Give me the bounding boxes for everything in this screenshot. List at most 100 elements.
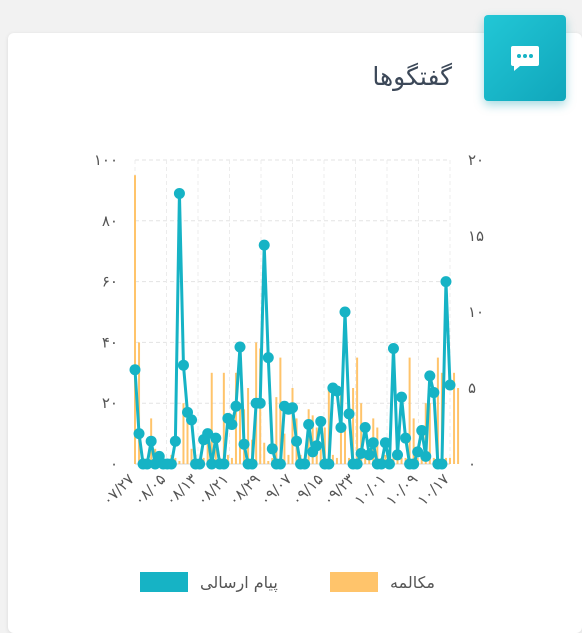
bar: [428, 403, 431, 464]
data-point: [339, 306, 351, 318]
legend-swatch-conversations: [330, 572, 378, 592]
x-axis-tick-label: ۰۸/۰۵: [130, 470, 169, 509]
bar: [186, 418, 189, 464]
legend-label-conversations: مکالمه: [390, 572, 435, 592]
data-point: [206, 458, 218, 470]
bar: [291, 388, 294, 464]
data-point: [226, 418, 238, 430]
data-point: [165, 458, 177, 470]
bar: [267, 460, 270, 464]
legend-item-conversations[interactable]: مکالمه: [330, 568, 435, 596]
data-point: [323, 458, 335, 470]
data-point: [186, 414, 198, 426]
card-title: گفتگوها: [372, 62, 452, 91]
data-point: [246, 458, 258, 470]
bar: [457, 388, 460, 464]
bar: [384, 454, 387, 464]
bar: [392, 454, 395, 464]
x-axis-ticks: ۰۷/۲۷۰۸/۰۵۰۸/۱۳۰۸/۲۱۰۸/۲۹۰۹/۰۷۰۹/۱۵۰۹/۲۳…: [99, 470, 453, 509]
bar: [352, 388, 355, 464]
data-point: [331, 385, 343, 397]
bar: [190, 448, 193, 464]
data-point: [367, 437, 379, 449]
bar: [206, 433, 209, 464]
right-axis-tick-label: ۲۰: [468, 151, 484, 169]
x-axis-tick-label: ۰۸/۲۹: [225, 470, 264, 509]
data-point: [351, 458, 363, 470]
data-point: [412, 446, 424, 458]
data-point: [408, 458, 420, 470]
right-axis-tick-label: ۰: [468, 455, 476, 473]
bar: [412, 418, 415, 464]
data-point: [218, 458, 230, 470]
bar: [311, 415, 314, 464]
x-axis-tick-label: ۰۸/۲۱: [193, 470, 232, 509]
bar: [234, 372, 237, 464]
conversations-card: [8, 33, 582, 633]
bar: [247, 388, 250, 464]
x-axis-tick-label: ۰۹/۰۷: [256, 470, 295, 509]
data-point: [258, 239, 270, 251]
data-point: [266, 443, 278, 455]
bar: [364, 457, 367, 464]
left-axis-tick-label: ۰: [110, 455, 118, 473]
bar: [331, 454, 334, 464]
right-axis-tick-label: ۵: [468, 379, 476, 397]
bar: [449, 457, 451, 464]
data-point: [392, 449, 403, 461]
data-point: [416, 425, 428, 437]
left-axis-tick-label: ۸۰: [102, 212, 118, 230]
data-point: [440, 276, 452, 288]
bar: [436, 357, 439, 464]
data-point: [400, 432, 412, 444]
bar: [283, 433, 286, 464]
bar: [356, 357, 359, 464]
x-axis-tick-label: ۰۸/۱۳: [162, 470, 201, 509]
bar: [287, 454, 290, 464]
bar: [360, 403, 363, 464]
chat-bubble-icon: [511, 46, 539, 71]
data-point: [311, 440, 323, 452]
data-point: [303, 418, 315, 430]
data-point: [343, 408, 355, 420]
data-point: [379, 437, 391, 449]
data-point: [444, 379, 456, 391]
x-axis-tick-label: ۱۰/۰۱: [351, 470, 390, 509]
x-axis-tick-label: ۰۹/۱۵: [288, 470, 327, 509]
bar: [239, 403, 241, 464]
data-point: [262, 352, 274, 364]
data-point: [424, 370, 436, 382]
bar: [400, 457, 403, 464]
legend-item-sent-messages[interactable]: پیام ارسالی: [140, 568, 278, 596]
bar: [134, 175, 136, 464]
bar: [453, 372, 456, 464]
x-axis-tick-label: ۱۰/۱۷: [414, 470, 453, 509]
bar: [138, 342, 141, 464]
left-axis-tick-label: ۱۰۰: [94, 151, 118, 169]
data-point: [363, 449, 375, 461]
bar: [344, 427, 346, 464]
data-point: [230, 400, 242, 412]
data-point: [238, 438, 250, 450]
bar: [214, 448, 217, 464]
data-point: [169, 435, 181, 447]
data-point: [315, 415, 327, 427]
data-point: [202, 428, 214, 440]
bar: [226, 454, 229, 464]
data-point: [299, 458, 311, 470]
legend-label-sent-messages: پیام ارسالی: [200, 572, 278, 592]
x-axis-tick-label: ۰۹/۲۳: [319, 470, 358, 509]
data-point: [177, 359, 189, 371]
x-axis-tick-label: ۰۷/۲۷: [99, 470, 138, 509]
left-axis-tick-label: ۲۰: [102, 394, 118, 412]
data-point: [254, 397, 266, 409]
data-point: [145, 435, 157, 447]
data-point: [141, 458, 153, 470]
x-axis-tick-label: ۱۰/۰۹: [382, 470, 421, 509]
data-point: [173, 187, 185, 199]
chart-legend: پیام ارسالی مکالمه: [0, 568, 582, 596]
bar: [210, 372, 213, 464]
data-point: [428, 387, 440, 399]
data-point: [210, 432, 222, 444]
data-point: [194, 458, 206, 470]
